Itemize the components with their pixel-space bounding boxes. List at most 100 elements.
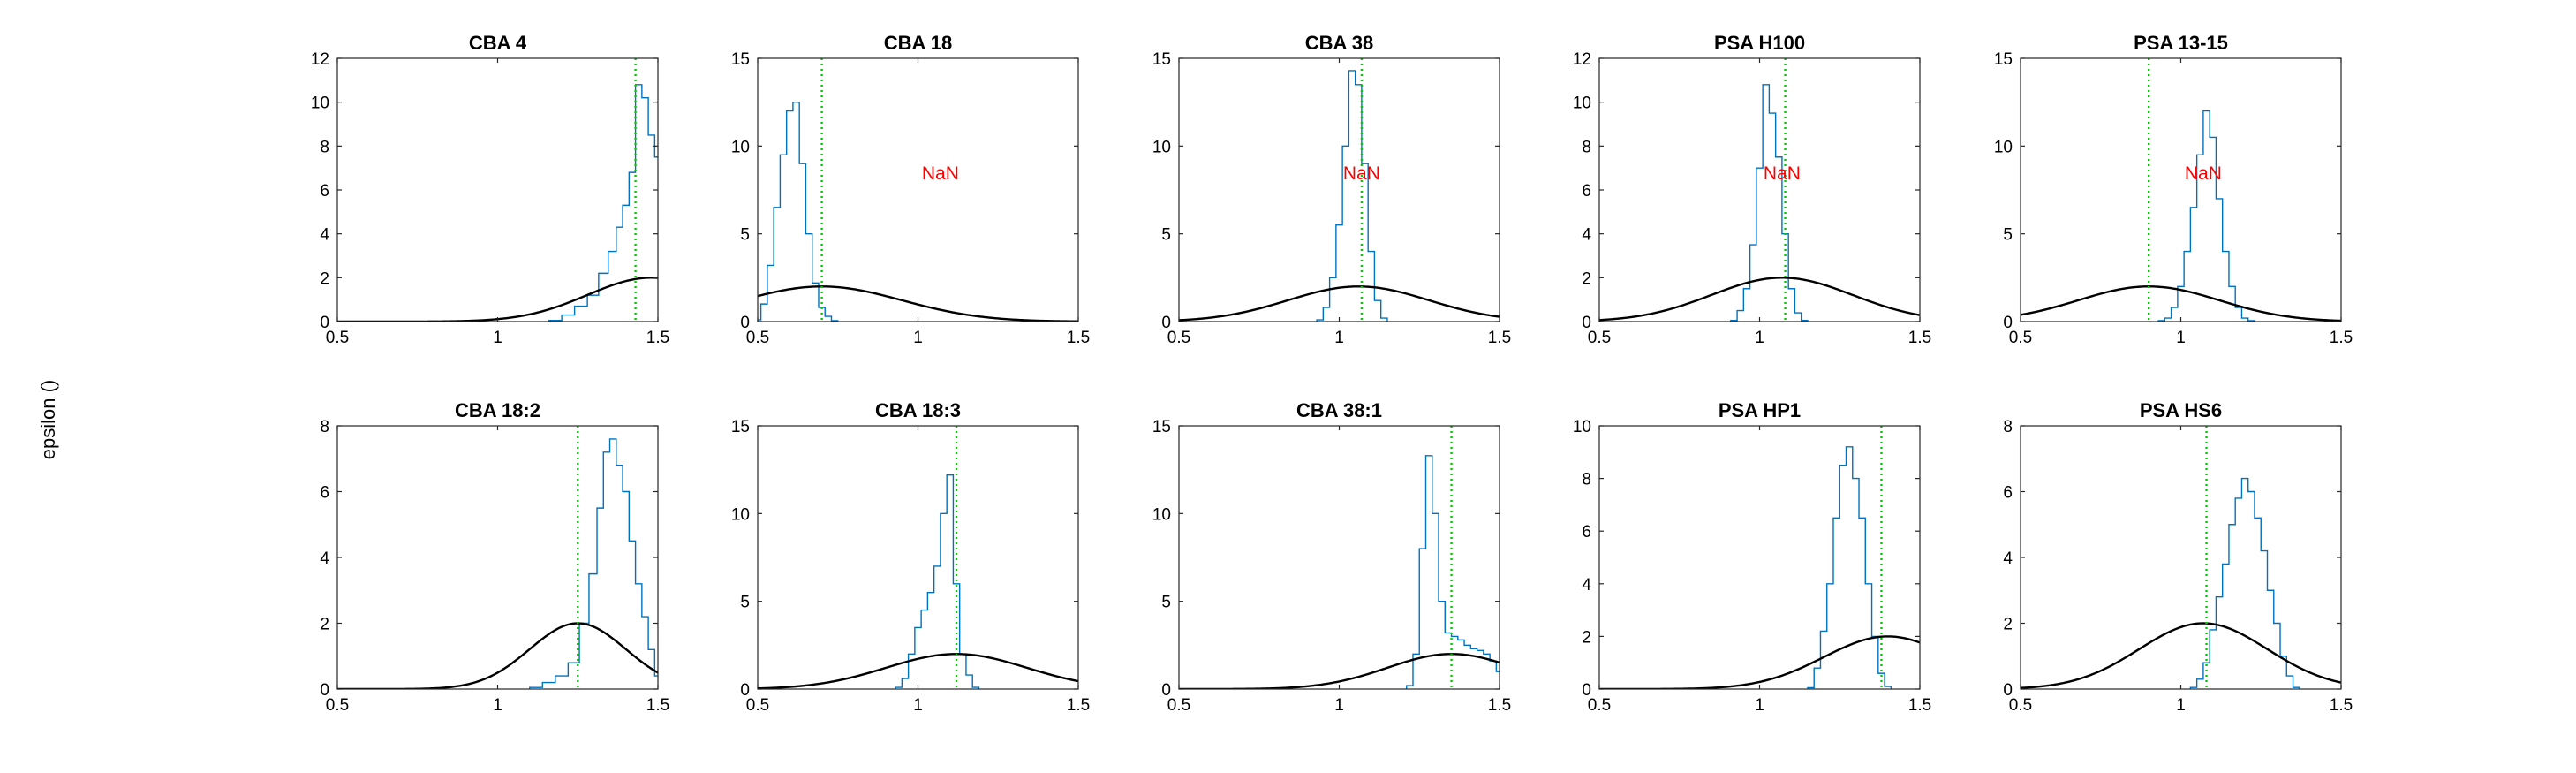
- histogram-series: [1406, 455, 1500, 689]
- prior-curve: [758, 653, 1078, 689]
- y-tick-label: 6: [320, 182, 329, 201]
- y-tick-label: 4: [1582, 576, 1591, 595]
- x-tick-label: 0.5: [326, 329, 349, 347]
- subplot-5: PSA 13-15 NaN 0.5 1 1.5 0 5 10 15: [1994, 32, 2353, 347]
- prior-curve: [758, 285, 1078, 322]
- histogram-series: [758, 101, 839, 322]
- y-tick-label: 15: [731, 418, 750, 436]
- y-tick-label: 0: [740, 314, 750, 332]
- y-tick-label: 2: [2003, 616, 2013, 634]
- y-tick-label: 15: [1994, 50, 2013, 69]
- histogram-series: [1730, 84, 1809, 322]
- y-tick-label: 2: [1582, 628, 1591, 647]
- y-tick-label: 2: [1582, 269, 1591, 288]
- x-tick-label: 0.5: [326, 696, 349, 715]
- prior-curve: [2021, 622, 2341, 689]
- plot-content: [1179, 58, 1500, 322]
- y-tick-label: 10: [1152, 505, 1171, 524]
- prior-curve: [1599, 277, 1920, 322]
- plot-area: [2021, 426, 2341, 689]
- x-tick-label: 0.5: [1167, 329, 1190, 347]
- x-tick-label: 0.5: [2009, 696, 2032, 715]
- y-tick-label: 0: [2003, 314, 2013, 332]
- y-tick-label: 12: [311, 50, 329, 69]
- x-tick-label: 1.5: [646, 696, 669, 715]
- subplot-6: CBA 18:2 0.5 1 1.5 0 2 4 6 8: [320, 399, 669, 715]
- subplot-9: PSA HP1 0.5 1 1.5 0 2 4 6 8 10: [1573, 399, 1931, 715]
- subplot-title: CBA 38: [1305, 32, 1373, 54]
- y-tick-label: 4: [2003, 549, 2013, 568]
- x-tick-label: 1.5: [1908, 696, 1931, 715]
- subplot-title: PSA HS6: [2140, 399, 2222, 421]
- x-tick-label: 1: [493, 696, 502, 715]
- subplot-title: CBA 38:1: [1296, 399, 1382, 421]
- x-tick-label: 0.5: [1588, 696, 1611, 715]
- x-tick-label: 1: [913, 696, 923, 715]
- prior-curve: [2021, 285, 2341, 322]
- histogram-series: [895, 474, 980, 689]
- plot-area: [337, 426, 658, 689]
- x-tick-label: 1: [2176, 696, 2186, 715]
- y-tick-label: 4: [320, 549, 329, 568]
- y-tick-label: 6: [1582, 523, 1591, 542]
- x-tick-label: 0.5: [746, 329, 769, 347]
- plot-content: [2021, 426, 2341, 689]
- y-tick-label: 8: [320, 138, 329, 156]
- y-tick-label: 8: [1582, 471, 1591, 489]
- figure-ylabel: epsilon (): [37, 380, 59, 459]
- subplot-1: CBA 4 0.5 1 1.5 0 2 4 6 8 10 12: [311, 32, 669, 347]
- y-tick-label: 10: [731, 138, 750, 156]
- y-tick-label: 8: [320, 418, 329, 436]
- nan-label: NaN: [1343, 163, 1380, 184]
- x-tick-label: 0.5: [1167, 696, 1190, 715]
- subplot-title: PSA HP1: [1719, 399, 1801, 421]
- y-tick-label: 12: [1573, 50, 1591, 69]
- y-tick-label: 6: [320, 484, 329, 503]
- x-tick-label: 0.5: [2009, 329, 2032, 347]
- y-tick-label: 4: [320, 226, 329, 245]
- subplot-title: PSA H100: [1714, 32, 1805, 54]
- y-tick-label: 0: [1582, 314, 1591, 332]
- y-tick-label: 5: [740, 594, 750, 612]
- y-tick-label: 2: [320, 616, 329, 634]
- subplot-10: PSA HS6 0.5 1 1.5 0 2 4 6 8: [2003, 399, 2353, 715]
- subplot-8: CBA 38:1 0.5 1 1.5 0 5 10 15: [1152, 399, 1511, 715]
- subplot-title: CBA 18:2: [455, 399, 540, 421]
- histogram-series: [548, 84, 658, 322]
- y-tick-label: 6: [2003, 484, 2013, 503]
- histogram-series: [529, 438, 658, 689]
- y-tick-label: 8: [1582, 138, 1591, 156]
- x-tick-label: 1.5: [2330, 329, 2353, 347]
- x-tick-label: 1: [493, 329, 502, 347]
- x-tick-label: 1.5: [646, 329, 669, 347]
- x-tick-label: 1: [1755, 696, 1764, 715]
- histogram-series: [2189, 477, 2300, 689]
- subplot-3: CBA 38 NaN 0.5 1 1.5 0 5 10 15: [1152, 32, 1511, 347]
- y-tick-label: 10: [1152, 138, 1171, 156]
- y-tick-label: 10: [311, 95, 329, 113]
- x-tick-label: 1.5: [1488, 329, 1511, 347]
- x-tick-label: 1.5: [1488, 696, 1511, 715]
- plot-area: [1179, 426, 1500, 689]
- y-tick-label: 10: [1994, 138, 2013, 156]
- y-tick-label: 0: [1161, 681, 1171, 700]
- plot-area: [1599, 426, 1920, 689]
- plot-content: [758, 426, 1078, 689]
- histogram-series: [1807, 446, 1892, 689]
- x-tick-label: 0.5: [746, 696, 769, 715]
- nan-label: NaN: [922, 163, 959, 184]
- y-tick-label: 0: [1161, 314, 1171, 332]
- plot-content: [2021, 58, 2341, 322]
- subplot-7: CBA 18:3 0.5 1 1.5 0 5 10 15: [731, 399, 1090, 715]
- y-tick-label: 5: [1161, 226, 1171, 245]
- subplot-2: CBA 18 NaN 0.5 1 1.5 0 5 10 15: [731, 32, 1090, 347]
- subplot-title: PSA 13-15: [2134, 32, 2228, 54]
- y-tick-label: 0: [740, 681, 750, 700]
- subplot-title: CBA 18: [884, 32, 952, 54]
- plot-area: [1599, 58, 1920, 322]
- y-tick-label: 2: [320, 269, 329, 288]
- y-tick-label: 10: [731, 505, 750, 524]
- y-tick-label: 15: [1152, 50, 1171, 69]
- histogram-series: [1316, 70, 1388, 322]
- x-tick-label: 1: [1755, 329, 1764, 347]
